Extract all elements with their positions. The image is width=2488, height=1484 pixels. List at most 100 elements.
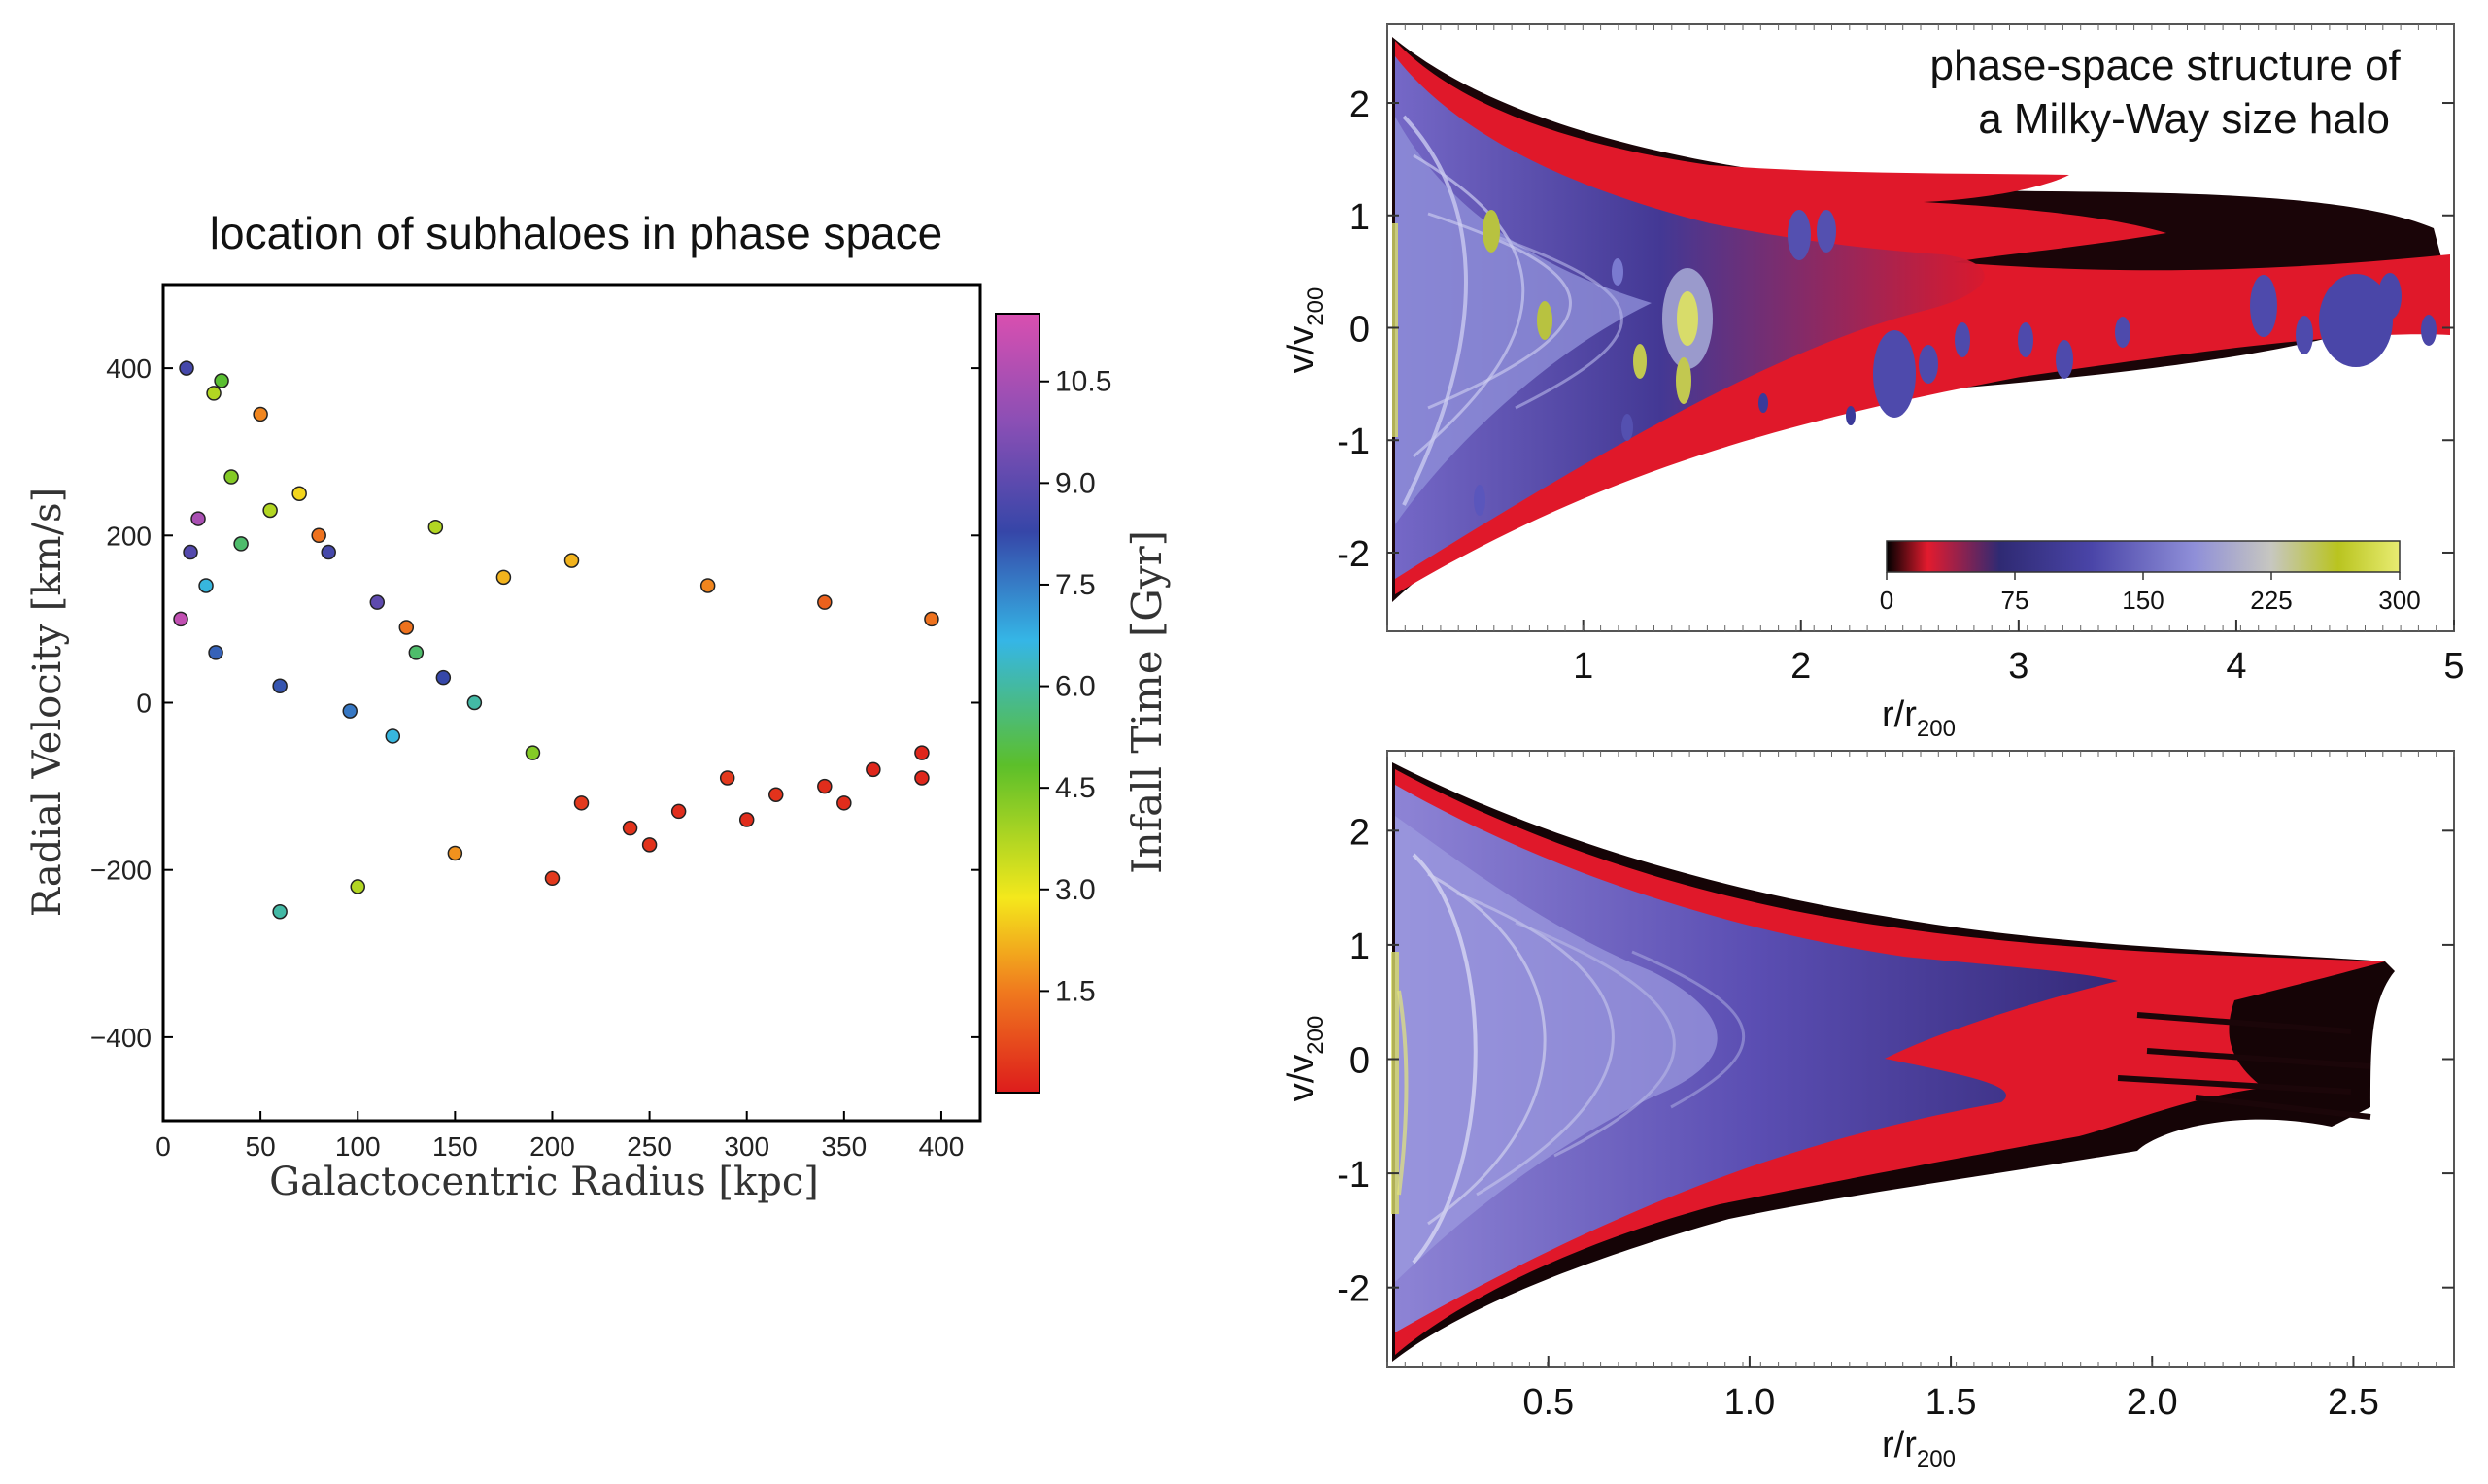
subhalo-point [836,795,852,811]
top-y-ticks: 2 1 0 -1 -2 [1337,84,2454,575]
scatter-x-ticks: 0 50 100 150 200 250 300 350 400 [155,1111,964,1162]
heatmap-x-tick-label: 2.5 [2328,1382,2379,1423]
heatmap-y-tick-label: 2 [1349,84,1370,125]
density-colorbar-tick-label: 75 [2001,586,2029,615]
heatmap-y-tick-label: 2 [1349,812,1370,853]
top-annotation-line-2: a Milky-Way size halo [1978,95,2390,143]
density-colorbar-tick-label: 300 [2378,586,2420,615]
subhalo-point [233,536,249,552]
subhalo-point [253,406,268,422]
top-annotation-line-1: phase-space structure of [1930,42,2402,89]
scatter-x-tick-label: 0 [155,1131,171,1162]
scatter-y-tick-label: 400 [106,354,152,384]
scatter-panel: location of subhaloes in phase space 0 50… [25,208,1171,1204]
subhalo-point [699,578,716,593]
heatmap-x-tick-label: 5 [2443,646,2464,687]
top-density-stream [1392,37,2450,602]
scatter-plot-area [163,285,980,1121]
infall-colorbar-label: Infall Time [Gyr] [1123,530,1171,874]
subhalo-point [622,820,638,836]
scatter-points [173,360,939,920]
subhalo-point [525,745,541,760]
bottom-x-axis-label-sub: 200 [1917,1446,1956,1472]
bottom-heatmap-panel: 0.5 1.0 1.5 2.0 2.5 210-1-2 r/r200 v/v200 [1281,750,2455,1472]
heatmap-x-tick-label: 2.0 [2127,1382,2178,1423]
top-heatmap-panel: phase-space structure of a Milky-Way siz… [1281,23,2465,742]
subhalo-point [262,502,278,519]
subhalo-point [768,787,784,802]
heatmap-x-tick-label: 1.0 [1723,1382,1775,1423]
bottom-y-ticks: 2 1 0 -1 -2 [1337,812,2454,1310]
infall-colorbar-tick-label: 9.0 [1055,467,1096,499]
subhalo-point [738,812,755,827]
heatmap-y-tick-label: 1 [1349,927,1370,967]
subhalo-point [914,745,930,760]
subhalo-point [563,553,580,568]
heatmap-x-tick-label: 0.5 [1522,1382,1574,1423]
bottom-x-ticks: 0.5 1.0 1.5 2.0 2.5 [1386,751,2455,1423]
bottom-density-stream [1391,762,2395,1362]
scatter-y-ticks: −400 −200 0 200 400 [90,354,980,1053]
subhalo-point [214,373,229,388]
top-y-axis-label: v/v200 [1281,287,1329,374]
heatmap-y-tick-label: 1 [1349,197,1370,238]
heatmap-x-tick-label: 2 [1790,646,1811,687]
bottom-y-axis-label-sub: 200 [1303,1016,1329,1055]
scatter-y-tick-label: 200 [106,521,152,551]
bottom-x-axis-label: r/r200 [1882,1425,1956,1472]
top-x-axis-label-main: r/r [1882,694,1917,735]
scatter-title: location of subhaloes in phase space [210,208,942,258]
subhalo-point [208,645,223,660]
subhalo-point [179,360,194,376]
infall-colorbar-tick-label: 1.5 [1055,975,1096,1007]
heatmap-y-tick-label: -1 [1337,422,1370,462]
subhalo-point [573,795,590,811]
scatter-x-tick-label: 100 [335,1131,381,1162]
infall-colorbar [995,313,1040,1094]
heatmap-x-tick-label: 1 [1573,646,1593,687]
scatter-x-tick-label: 400 [919,1131,965,1162]
heatmap-y-tick-label: -1 [1337,1155,1370,1196]
subhalo-point [495,569,512,586]
subhalo-point [641,837,658,853]
subhalo-point [206,386,222,401]
top-x-ticks: 1 2 3 4 5 [1386,24,2465,687]
bottom-x-axis-label-main: r/r [1882,1425,1917,1466]
scatter-y-tick-label: −200 [90,856,152,886]
subhalo-point [866,761,881,778]
subhalo-point [183,544,198,560]
density-colorbar-tick-label: 0 [1880,586,1893,615]
scatter-x-tick-label: 350 [821,1131,867,1162]
subhalo-point [342,703,358,719]
heatmap-y-tick-label: -2 [1337,534,1370,575]
subhalo-point [272,904,288,920]
infall-colorbar-tick-label: 4.5 [1055,772,1096,804]
density-colorbar [1886,540,2401,573]
infall-colorbar-tick-label: 7.5 [1055,569,1096,601]
heatmap-y-tick-label: 0 [1349,1041,1370,1082]
scatter-x-axis-label: Galactocentric Radius [kpc] [269,1160,819,1204]
subhalo-point [369,594,386,610]
heatmap-y-tick-label: -2 [1337,1269,1370,1310]
subhalo-point [190,511,206,526]
infall-colorbar-tick-label: 10.5 [1055,366,1111,398]
subhalo-point [670,803,687,820]
top-y-axis-label-main: v/v [1281,326,1322,374]
scatter-x-tick-label: 50 [246,1131,276,1162]
subhalo-point [223,469,239,485]
density-colorbar-ticks: 0 75 150 225 300 [1880,572,2421,615]
heatmap-x-tick-label: 3 [2008,646,2028,687]
infall-colorbar-ticks: 1.5 3.0 4.5 6.0 7.5 9.0 10.5 [1040,366,1111,1007]
subhalo-point [350,879,365,894]
subhalo-point [466,694,483,711]
subhalo-point [914,770,930,786]
subhalo-point [817,778,833,794]
scatter-x-tick-label: 150 [432,1131,478,1162]
subhalo-point [385,728,401,744]
bottom-y-axis-label-main: v/v [1281,1055,1322,1102]
subhalo-point [544,870,561,887]
infall-colorbar-tick-label: 6.0 [1055,671,1096,703]
subhalo-point [719,770,735,786]
subhalo-point [817,594,833,610]
